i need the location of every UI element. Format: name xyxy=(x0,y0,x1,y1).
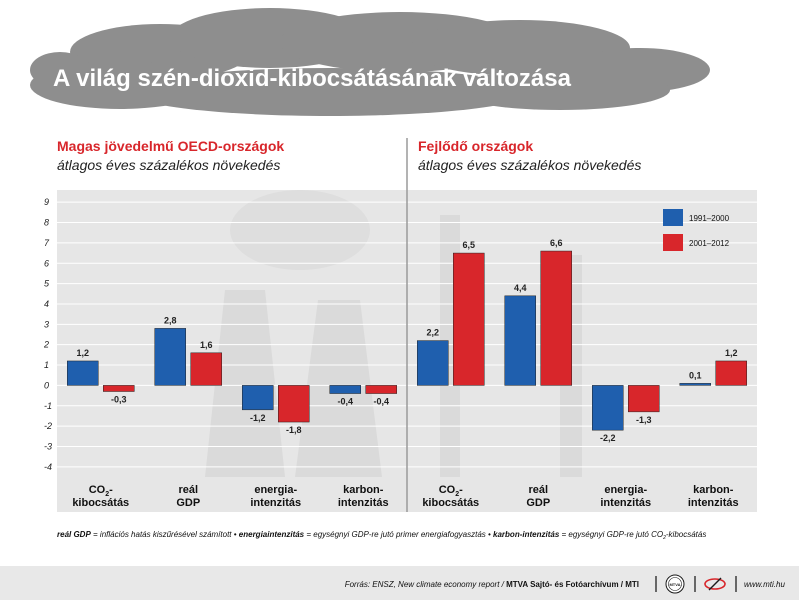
source-credit: MTVA Sajtó- és Fotóarchívum / MTI xyxy=(506,580,639,589)
legend-label-2001-2012: 2001–2012 xyxy=(689,239,730,248)
bar-2001-2012 xyxy=(715,360,747,386)
category-label-line1: energia- xyxy=(604,484,647,496)
y-tick-label: 3 xyxy=(44,319,49,329)
bar-value-label: 6,5 xyxy=(462,240,475,250)
bar-value-labels: 1,2 -0,3 2,8 1,6 -1,2 -1,8 -0,4 -0,4 2,2 6,5 4,4 6,… xyxy=(76,238,737,443)
website-link[interactable]: www.mti.hu xyxy=(744,580,785,589)
category-label-line1: energia- xyxy=(254,484,297,496)
bar-2001-2012 xyxy=(628,385,660,413)
bar-1991-2000 xyxy=(592,385,624,431)
footnote-term-real-gdp: reál GDP xyxy=(57,530,91,539)
bar-2001-2012 xyxy=(453,252,485,386)
legend-swatch-1991-2000 xyxy=(663,209,683,226)
title-cloud xyxy=(30,8,710,116)
category-label-line2: GDP xyxy=(526,497,550,509)
y-tick-label: -1 xyxy=(44,401,52,411)
bar-value-label: 0,1 xyxy=(689,370,702,380)
category-label-line2: kibocsátás xyxy=(72,497,129,509)
footnote-def-carbon: = egységnyi GDP-re jutó CO xyxy=(559,530,663,539)
bar-1991-2000 xyxy=(329,385,361,394)
category-label-line1: karbon- xyxy=(693,484,734,496)
bar-value-label: -2,2 xyxy=(600,433,616,443)
left-panel-subtitle: átlagos éves százalékos növekedés xyxy=(57,157,280,173)
category-label-line2: GDP xyxy=(176,497,200,509)
category-labels: CO2-kibocsátásreálGDPenergia-intenzitásk… xyxy=(72,484,738,509)
bar-value-label: 2,2 xyxy=(426,328,439,338)
bar-value-label: -0,3 xyxy=(111,395,127,405)
right-panel-subtitle: átlagos éves százalékos növekedés xyxy=(418,157,641,173)
bar-1991-2000 xyxy=(504,295,536,386)
bar-1991-2000 xyxy=(679,383,711,386)
footnote: reál GDP = inflációs hatás kiszűrésével … xyxy=(57,530,706,541)
bar-value-label: -1,2 xyxy=(250,413,266,423)
y-tick-label: 8 xyxy=(44,218,49,228)
y-tick-label: 7 xyxy=(44,238,50,248)
legend: 1991–2000 2001–2012 xyxy=(663,209,730,251)
bar-value-label: 4,4 xyxy=(514,283,527,293)
category-label-line1: CO2- xyxy=(439,484,463,498)
category-label-line1: reál xyxy=(178,484,198,496)
bar-1991-2000 xyxy=(154,328,186,386)
bar-value-label: -1,3 xyxy=(636,415,652,425)
y-tick-label: 4 xyxy=(44,299,49,309)
bar-2001-2012 xyxy=(190,352,222,386)
y-tick-label: 1 xyxy=(44,360,49,370)
footnote-term-energy: energiaintenzitás xyxy=(239,530,305,539)
category-label-line1: karbon- xyxy=(343,484,384,496)
category-label-line2: intenzitás xyxy=(600,497,651,509)
legend-label-1991-2000: 1991–2000 xyxy=(689,214,730,223)
bar-2001-2012 xyxy=(278,385,310,423)
source-line: Forrás: ENSZ, New climate economy report… xyxy=(345,580,639,589)
bar-1991-2000 xyxy=(67,360,99,386)
bar-1991-2000 xyxy=(417,340,449,386)
bar-2001-2012 xyxy=(103,385,135,392)
bar-2001-2012 xyxy=(365,385,397,394)
mti-logo-icon xyxy=(704,577,726,591)
category-label-line2: intenzitás xyxy=(338,497,389,509)
y-tick-label: 0 xyxy=(44,380,49,390)
y-tick-label: -2 xyxy=(44,421,52,431)
category-label-line1: reál xyxy=(528,484,548,496)
bar-1991-2000 xyxy=(242,385,274,411)
left-panel-title: Magas jövedelmű OECD-országok xyxy=(57,138,284,154)
category-label-line2: kibocsátás xyxy=(422,497,479,509)
footnote-def-real-gdp: = inflációs hatás kiszűrésével számított… xyxy=(91,530,239,539)
footnote-def-carbon-end: -kibocsátás xyxy=(666,530,706,539)
mtva-logo-icon: MTVA xyxy=(665,574,685,594)
smoke-shape xyxy=(230,190,370,270)
bar-value-label: 6,6 xyxy=(550,238,563,248)
footnote-def-energy: = egységnyi GDP-re jutó primer energiafo… xyxy=(304,530,493,539)
bars xyxy=(67,250,747,431)
cooling-tower-shape xyxy=(205,290,285,477)
footnote-term-carbon: karbon-intenzitás xyxy=(493,530,560,539)
bar-value-label: -0,4 xyxy=(373,397,389,407)
source-text: Forrás: ENSZ, New climate economy report… xyxy=(345,580,506,589)
right-panel-title: Fejlődő országok xyxy=(418,138,533,154)
y-tick-label: -3 xyxy=(44,441,52,451)
y-tick-label: 5 xyxy=(44,279,50,289)
y-tick-label: -4 xyxy=(44,462,52,472)
y-tick-label: 9 xyxy=(44,197,49,207)
y-axis-ticks: 9 8 7 6 5 4 3 2 1 0 -1 -2 -3 -4 xyxy=(43,197,52,472)
bar-value-label: -0,4 xyxy=(337,397,353,407)
category-label-line2: intenzitás xyxy=(250,497,301,509)
bar-2001-2012 xyxy=(540,250,572,386)
chart-title: A világ szén-dioxid-kibocsátásának válto… xyxy=(53,65,572,92)
y-tick-label: 2 xyxy=(43,340,49,350)
y-tick-label: 6 xyxy=(44,258,49,268)
footnote-subscript: 2 xyxy=(662,535,666,541)
bar-value-label: 1,2 xyxy=(76,348,89,358)
bar-value-label: -1,8 xyxy=(286,425,302,435)
svg-text:MTVA: MTVA xyxy=(669,582,680,587)
category-label-line1: CO2- xyxy=(89,484,113,498)
legend-swatch-2001-2012 xyxy=(663,234,683,251)
bar-value-label: 1,2 xyxy=(725,348,738,358)
category-label-line2: intenzitás xyxy=(688,497,739,509)
bar-value-label: 2,8 xyxy=(164,315,177,325)
bar-value-label: 1,6 xyxy=(200,340,213,350)
